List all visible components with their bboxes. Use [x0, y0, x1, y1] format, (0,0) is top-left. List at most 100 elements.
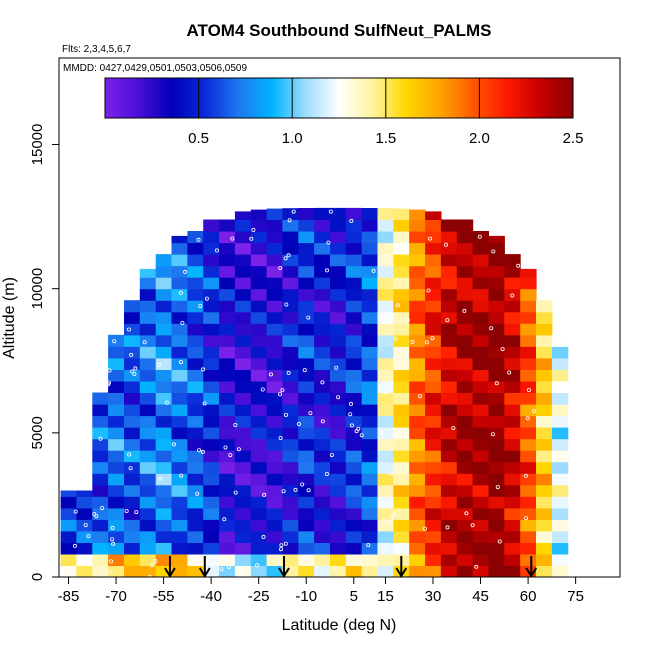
- data-cell: [203, 392, 220, 405]
- data-cell: [377, 277, 394, 290]
- data-cell: [409, 461, 426, 474]
- data-cell: [203, 415, 220, 428]
- data-cell: [314, 357, 331, 370]
- data-cell: [504, 519, 521, 532]
- data-cell: [92, 507, 109, 520]
- sample-marker: [279, 543, 284, 548]
- data-cell: [124, 346, 141, 359]
- x-axis-label: Latitude (deg N): [282, 617, 397, 634]
- y-tick-label: 5000: [29, 416, 46, 449]
- data-cell: [298, 357, 315, 370]
- sample-marker: [81, 561, 86, 566]
- data-cell: [456, 231, 474, 244]
- colorbar: 0.5 1.0 1.5 2.0 2.5: [104, 77, 583, 147]
- data-cell: [203, 519, 220, 532]
- data-cell: [234, 219, 252, 232]
- data-cell: [250, 496, 268, 509]
- data-cell: [124, 438, 141, 451]
- data-cell: [203, 311, 220, 324]
- data-cell: [250, 519, 268, 532]
- data-cell: [314, 392, 331, 405]
- sample-marker: [422, 526, 427, 531]
- data-cell: [171, 427, 188, 440]
- data-cell: [108, 346, 125, 359]
- data-cell: [520, 427, 537, 440]
- sample-marker: [304, 555, 309, 560]
- sample-marker: [228, 453, 233, 458]
- data-cell: [345, 346, 363, 359]
- data-cell: [425, 242, 442, 255]
- data-cell: [330, 519, 347, 532]
- data-cell: [219, 461, 236, 474]
- data-cell: [282, 346, 299, 359]
- sample-marker: [366, 543, 371, 548]
- data-cell: [124, 380, 141, 393]
- data-cell: [551, 565, 569, 577]
- data-cell: [377, 450, 394, 463]
- data-cell: [314, 277, 331, 290]
- sample-marker: [255, 563, 260, 568]
- data-cell: [345, 530, 363, 543]
- data-cell: [520, 473, 537, 486]
- data-cell: [314, 334, 331, 347]
- data-cell: [298, 542, 315, 555]
- y-tick-label: 0: [29, 573, 46, 581]
- data-cell: [187, 484, 204, 497]
- data-cell: [314, 484, 331, 497]
- data-cell: [551, 496, 569, 509]
- data-cell: [504, 369, 521, 382]
- data-cell: [219, 277, 236, 290]
- data-cell: [139, 288, 157, 301]
- sample-marker: [516, 263, 521, 268]
- x-tick-label: 75: [567, 588, 584, 605]
- sample-marker: [111, 541, 116, 546]
- data-cell: [393, 484, 410, 497]
- data-cell: [488, 565, 505, 577]
- sample-marker: [495, 485, 500, 490]
- data-cell: [520, 542, 537, 555]
- sample-marker: [302, 368, 307, 373]
- data-cell: [60, 530, 77, 543]
- data-cell: [76, 530, 93, 543]
- data-cell: [298, 450, 315, 463]
- data-cell: [171, 565, 188, 577]
- data-cell: [440, 392, 458, 405]
- data-cell: [504, 357, 521, 370]
- data-cell: [330, 277, 347, 290]
- data-cell: [282, 392, 299, 405]
- data-cell: [520, 277, 537, 290]
- data-cell: [345, 311, 363, 324]
- data-cell: [377, 311, 394, 324]
- data-cell: [171, 311, 188, 324]
- data-cell: [551, 404, 569, 417]
- data-cell: [393, 392, 410, 405]
- data-cell: [377, 507, 394, 520]
- sample-marker: [109, 559, 114, 564]
- data-cell: [361, 357, 379, 370]
- data-cell: [330, 461, 347, 474]
- data-cell: [504, 277, 521, 290]
- data-cell: [250, 231, 268, 244]
- y-axis: 0 5000 10000 15000: [29, 124, 59, 581]
- data-cell: [139, 311, 157, 324]
- data-cell: [488, 346, 505, 359]
- data-cell: [314, 565, 331, 577]
- data-cell: [155, 461, 173, 474]
- data-cell: [155, 553, 173, 566]
- data-cell: [330, 496, 347, 509]
- data-cell: [282, 300, 299, 313]
- data-cell: [520, 450, 537, 463]
- data-cell: [298, 530, 315, 543]
- data-cell: [219, 542, 236, 555]
- sample-marker: [430, 336, 435, 341]
- data-cell: [219, 300, 236, 313]
- data-cell: [456, 427, 474, 440]
- data-cell: [314, 496, 331, 509]
- data-cell: [393, 323, 410, 336]
- data-cell: [393, 254, 410, 267]
- data-cell: [536, 334, 553, 347]
- data-cell: [187, 311, 204, 324]
- data-cell: [314, 519, 331, 532]
- data-cell: [472, 265, 489, 278]
- data-cell: [203, 565, 220, 577]
